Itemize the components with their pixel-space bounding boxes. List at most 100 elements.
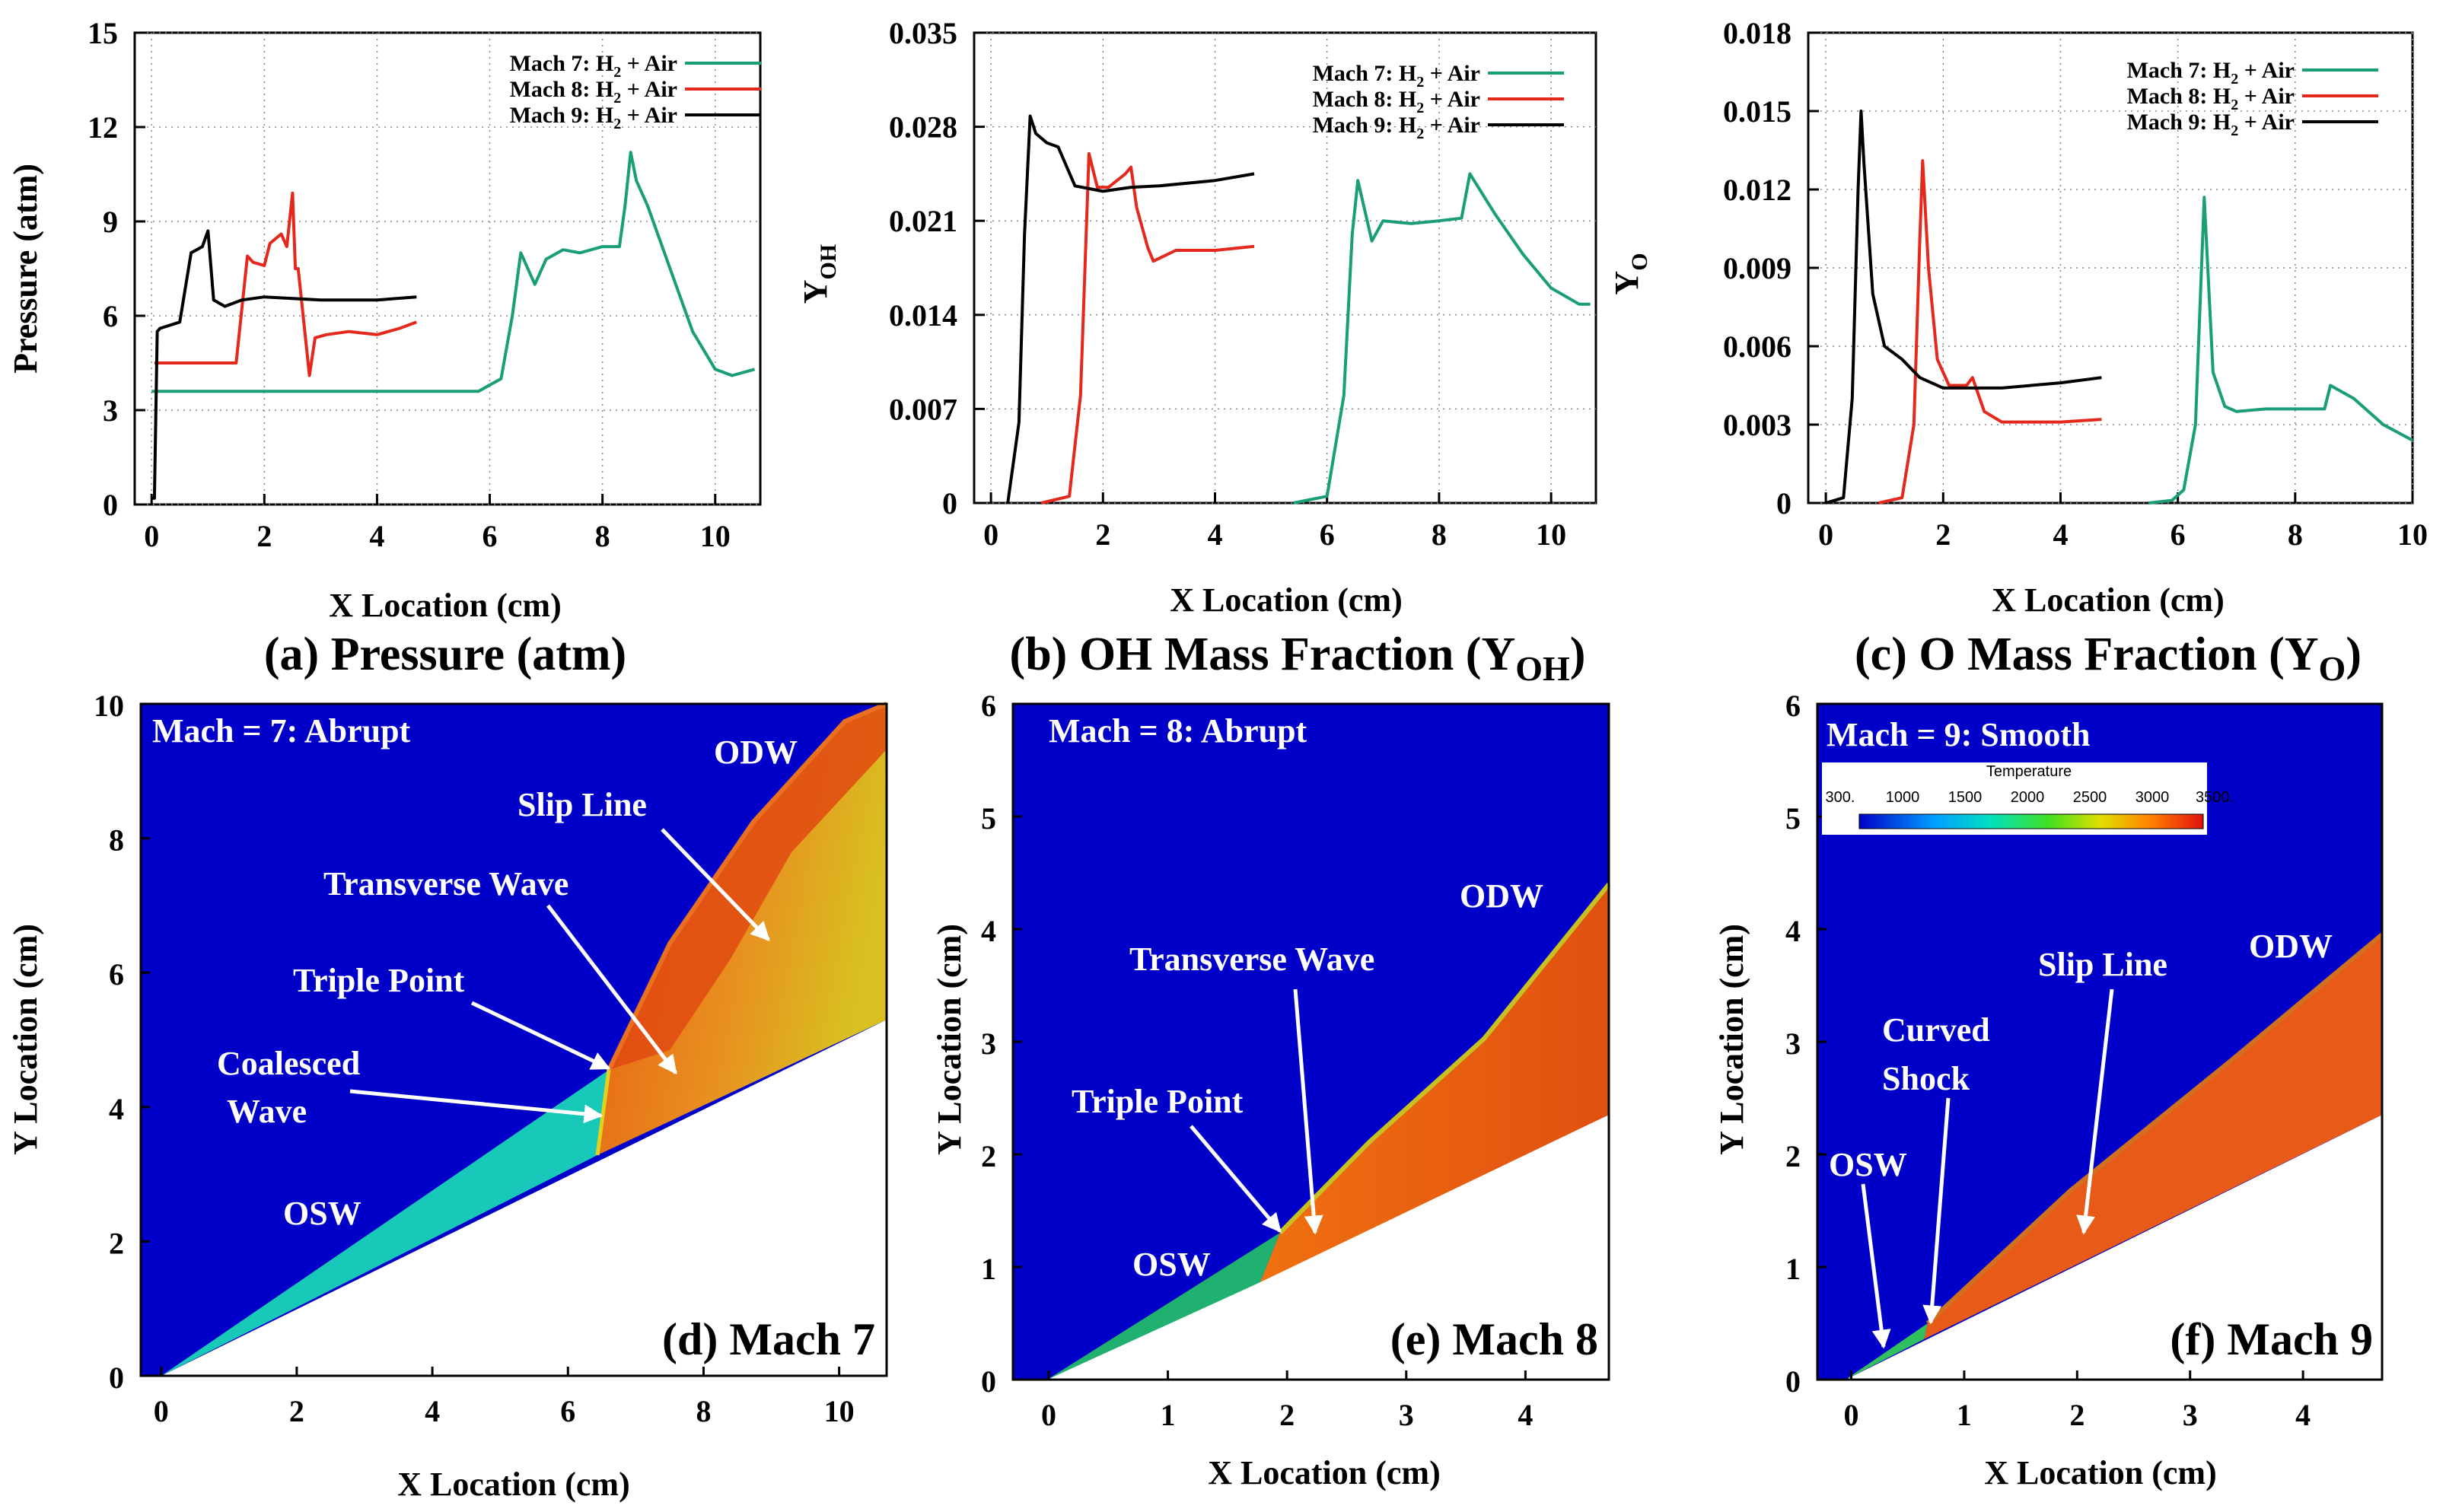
o-ylabel: YO [1608, 253, 1652, 294]
oh-xtick-label: 4 [1207, 517, 1222, 552]
mach8-ytick-label: 2 [981, 1139, 996, 1173]
pressure-ytick-label: 0 [103, 488, 118, 522]
mach8-ytick-label: 5 [981, 801, 996, 836]
mach8-xtick-label: 3 [1399, 1398, 1414, 1432]
mach9-ytick-label: 1 [1785, 1252, 1801, 1286]
mach7-panel-label: (d) Mach 7 [662, 1314, 875, 1364]
mach8-triple-point-label: Triple Point [1072, 1083, 1244, 1120]
oh-grid [974, 32, 1596, 504]
pressure-ylabel: Pressure (atm) [7, 164, 44, 374]
mach8-ytick-label: 1 [981, 1252, 996, 1286]
temperature-colorbar: Temperature 300. 1000 1500 2000 2500 3000 3500… [1822, 762, 2234, 835]
oh-xlabel: X Location (cm) [1170, 581, 1403, 619]
oh-xtick-label: 8 [1432, 517, 1447, 552]
mach8-odw-label: ODW [1460, 877, 1543, 915]
pressure-xtick-label: 8 [595, 519, 610, 553]
mach9-xtick-label: 0 [1844, 1398, 1859, 1432]
o-ticks: 0 2 4 6 8 10 0 0.003 0.006 0.009 0.012 0.015 0.018 [1723, 16, 2428, 552]
oh-ticks: 0 2 4 6 8 10 0 0.007 0.014 0.021 0.028 0.035 [889, 16, 1566, 552]
mach8-ytick-label: 6 [981, 689, 996, 723]
colorbar-labels: 300. 1000 1500 2000 2500 3000 3500. [1826, 789, 2234, 806]
pressure-xtick-label: 0 [144, 519, 159, 553]
o-xtick-label: 6 [2171, 517, 2186, 552]
mach9-ylabel: Y Location (cm) [1713, 924, 1750, 1155]
o-xtick-label: 2 [1935, 517, 1951, 552]
oh-xtick-label: 2 [1095, 517, 1110, 552]
o-xtick-label: 10 [2397, 517, 2428, 552]
mach7-ytick-label: 0 [109, 1361, 124, 1395]
oh-ytick-label: 0.035 [889, 16, 957, 50]
pressure-xtick-label: 6 [483, 519, 498, 553]
pressure-xtick-label: 10 [700, 519, 731, 553]
oh-series-line-7 [1293, 172, 1591, 505]
pressure-ticks: 0 2 4 6 8 10 0 3 6 9 12 15 [88, 16, 731, 553]
mach7-xtick-label: 4 [425, 1394, 440, 1428]
mach7-ticks: 0 2 4 6 8 10 0 2 4 6 8 10 [94, 689, 855, 1428]
mach9-ytick-label: 2 [1785, 1139, 1801, 1173]
mach8-xtick-label: 4 [1518, 1398, 1533, 1432]
oh-caption: (b) OH Mass Fraction (YOH) [1010, 629, 1586, 688]
mach8-triple-point-arrow [1190, 1125, 1282, 1233]
oh-series-line-8 [1040, 151, 1255, 505]
pressure-series-line-8 [154, 191, 417, 377]
oh-legend-label: Mach 8: H2 + Air [1313, 87, 1480, 116]
oh-xtick-label: 6 [1320, 517, 1335, 552]
pressure-legend-label: Mach 9: H2 + Air [510, 103, 677, 132]
mach9-xlabel: X Location (cm) [1984, 1454, 2217, 1491]
colorbar-ramp [1858, 813, 2204, 829]
o-ytick-label: 0.018 [1723, 16, 1792, 50]
mach8-title: Mach = 8: Abrupt [1049, 712, 1307, 750]
oh-series-line-9 [1006, 114, 1255, 504]
oh-legend-label: Mach 9: H2 + Air [1313, 113, 1480, 142]
mach7-triple-point-label: Triple Point [293, 962, 465, 999]
mach7-xtick-label: 6 [560, 1394, 575, 1428]
o-ytick-label: 0.003 [1723, 408, 1792, 442]
mach9-panel: 0 1 2 3 4 0 1 2 3 4 5 6 Mach = 9: Smooth Temperatur… [1713, 689, 2384, 1491]
o-grid [1808, 32, 2413, 504]
oh-ytick-label: 0.028 [889, 110, 957, 145]
pressure-legend-label: Mach 8: H2 + Air [510, 77, 677, 107]
mach7-reaction-zone [609, 704, 887, 1070]
mach7-osw-region [161, 1070, 609, 1376]
mach9-ytick-label: 4 [1785, 914, 1801, 948]
o-xtick-label: 4 [2053, 517, 2068, 552]
mach7-coalesced-wave-arrow [349, 1089, 604, 1124]
mach9-osw-region [1846, 1323, 1928, 1380]
mach9-curved-label: Curved [1882, 1011, 1990, 1049]
pressure-ytick-label: 12 [88, 110, 118, 145]
pressure-ytick-label: 15 [88, 16, 118, 50]
mach7-frame [139, 702, 888, 1377]
mach7-xtick-label: 10 [824, 1394, 855, 1428]
o-series-line-9 [1825, 110, 2102, 505]
mach7-coalesced-label: Coalesced [217, 1045, 360, 1082]
mach8-transverse-wave-label: Transverse Wave [1129, 941, 1374, 978]
mach9-ytick-label: 5 [1785, 801, 1801, 836]
pressure-xtick-label: 2 [256, 519, 272, 553]
mach7-wave-label: Wave [227, 1093, 307, 1130]
o-plot: 0 2 4 6 8 10 0 0.003 0.006 0.009 0.012 0.015 0.018 M… [1608, 16, 2428, 688]
mach8-ticks: 0 1 2 3 4 0 1 2 3 4 5 6 [981, 689, 1533, 1432]
mach7-coalesced-wave-line [595, 1069, 611, 1156]
pressure-caption: (a) Pressure (atm) [264, 629, 626, 680]
mach8-osw-region [1047, 1233, 1280, 1380]
o-xtick-label: 0 [1818, 517, 1833, 552]
mach9-xtick-label: 4 [2295, 1398, 2311, 1432]
mach8-osw-label: OSW [1132, 1246, 1211, 1283]
mach7-transverse-wave-label: Transverse Wave [323, 865, 569, 902]
oh-ytick-label: 0.014 [889, 298, 957, 333]
oh-ytick-label: 0.007 [889, 392, 957, 426]
mach9-osw-arrow [1861, 1183, 1891, 1349]
o-plot-frame [1807, 31, 2414, 505]
mach7-ylabel: Y Location (cm) [7, 924, 44, 1155]
mach7-ytick-label: 10 [94, 689, 124, 723]
oh-xtick-label: 10 [1536, 517, 1566, 552]
oh-plot-frame [973, 31, 1597, 505]
mach8-transverse-wave-arrow [1293, 988, 1323, 1235]
mach9-ticks: 0 1 2 3 4 0 1 2 3 4 5 6 [1785, 689, 2311, 1432]
mach8-ylabel: Y Location (cm) [931, 924, 968, 1155]
mach9-wedge-body [1846, 1115, 2382, 1380]
mach8-ytick-label: 3 [981, 1027, 996, 1061]
